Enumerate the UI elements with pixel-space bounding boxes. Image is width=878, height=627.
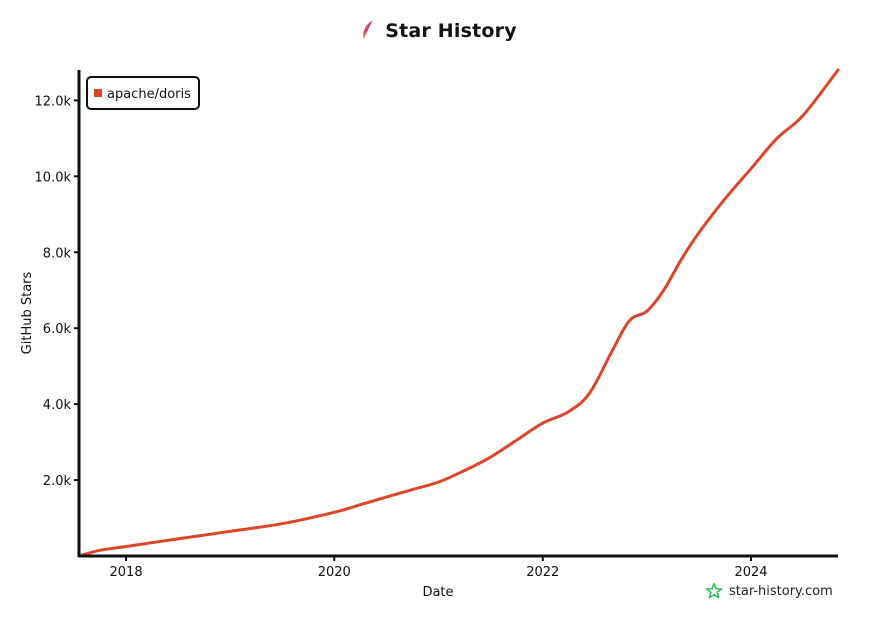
- y-tick-label: 6.0k: [43, 322, 72, 337]
- y-tick-label: 8.0k: [43, 246, 72, 261]
- chart-title: Star History: [0, 20, 878, 42]
- watermark-text: star-history.com: [729, 583, 833, 599]
- feather-icon: [363, 20, 373, 40]
- x-tick-label: 2022: [526, 565, 559, 580]
- y-tick-label: 10.0k: [35, 170, 72, 185]
- legend: apache/doris: [86, 76, 200, 110]
- y-axis-title: GitHub Stars: [20, 271, 35, 354]
- y-tick-label: 12.0k: [35, 94, 72, 109]
- legend-box: [86, 76, 200, 110]
- y-axis-ticks: 2.0k 4.0k 6.0k 8.0k 10.0k 12.0k: [35, 94, 79, 489]
- star-outline-icon: [705, 582, 723, 599]
- x-axis-ticks: 2018 2020 2022 2024: [110, 556, 768, 580]
- x-tick-label: 2024: [734, 565, 767, 580]
- legend-label: apache/doris: [107, 87, 191, 102]
- x-axis-title: Date: [422, 585, 453, 600]
- y-tick-label: 2.0k: [43, 474, 72, 489]
- x-tick-label: 2018: [110, 565, 143, 580]
- watermark[interactable]: star-history.com: [705, 582, 833, 600]
- series-line-apache-doris: [77, 68, 840, 558]
- x-tick-label: 2020: [318, 565, 351, 580]
- legend-swatch: [94, 89, 102, 97]
- chart-title-text: Star History: [385, 20, 517, 42]
- y-tick-label: 4.0k: [43, 398, 72, 413]
